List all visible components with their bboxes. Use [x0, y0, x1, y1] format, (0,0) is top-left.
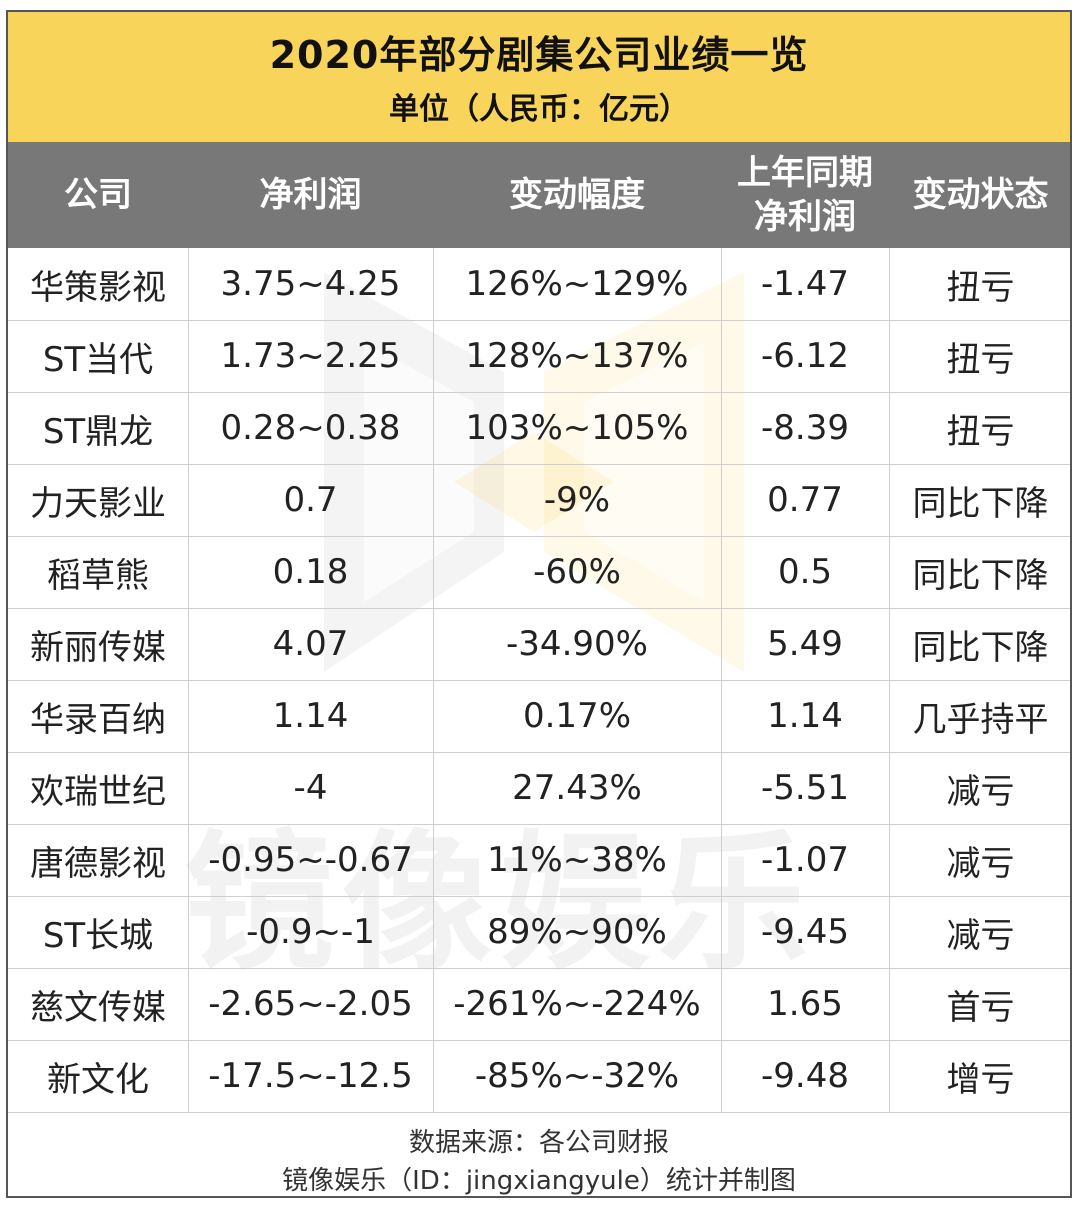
cell-net-profit: -2.65~-2.05: [208, 984, 413, 1024]
cell-status: 扭亏: [946, 267, 1015, 308]
header-company: 公司: [64, 175, 132, 215]
cell-net-profit: 1.14: [272, 696, 349, 736]
cell-prev-profit: -9.45: [761, 912, 849, 952]
cell-status: 扭亏: [946, 339, 1015, 380]
cell-prev-profit: -9.48: [761, 1056, 849, 1096]
header-status: 变动状态: [912, 175, 1049, 215]
title-block: 2020年部分剧集公司业绩一览 单位（人民币：亿元）: [8, 12, 1070, 142]
header-change-range: 变动幅度: [509, 175, 645, 215]
header-prev-profit-line1: 上年同期: [737, 153, 873, 193]
cell-prev-profit: -1.07: [761, 840, 849, 880]
table-row: ST当代 1.73~2.25 128%~137% -6.12 扭亏: [8, 320, 1070, 393]
cell-prev-profit: -8.39: [761, 408, 849, 448]
cell-status: 同比下降: [912, 555, 1049, 596]
cell-change-range: 27.43%: [512, 768, 642, 808]
table-row: 力天影业 0.7 -9% 0.77 同比下降: [8, 464, 1070, 537]
table-row: ST鼎龙 0.28~0.38 103%~105% -8.39 扭亏: [8, 392, 1070, 465]
column-divider: [889, 248, 890, 1112]
table-row: 稻草熊 0.18 -60% 0.5 同比下降: [8, 536, 1070, 609]
cell-status: 减亏: [946, 843, 1015, 884]
cell-company: 华策影视: [30, 267, 166, 308]
table-footer: 数据来源：各公司财报 镜像娱乐（ID：jingxiangyule）统计并制图: [8, 1112, 1070, 1198]
column-divider: [721, 248, 722, 1112]
cell-change-range: -261%~-224%: [453, 984, 701, 1024]
cell-company: ST当代: [42, 339, 154, 380]
cell-change-range: 128%~137%: [465, 336, 689, 376]
cell-net-profit: 3.75~4.25: [220, 264, 401, 304]
cell-prev-profit: 1.14: [767, 696, 843, 736]
cell-company: 慈文传媒: [30, 987, 166, 1028]
table-row: 新文化 -17.5~-12.5 -85%~-32% -9.48 增亏: [8, 1040, 1070, 1113]
cell-prev-profit: -6.12: [761, 336, 849, 376]
table-row: 唐德影视 -0.95~-0.67 11%~38% -1.07 减亏: [8, 824, 1070, 897]
cell-change-range: 11%~38%: [487, 840, 667, 880]
cell-company: ST长城: [42, 915, 154, 956]
cell-status: 几乎持平: [912, 699, 1049, 740]
cell-prev-profit: -1.47: [761, 264, 849, 304]
table-row: 华策影视 3.75~4.25 126%~129% -1.47 扭亏: [8, 248, 1070, 321]
cell-net-profit: -4: [293, 768, 328, 808]
cell-net-profit: 0.7: [283, 480, 338, 520]
cell-net-profit: -0.95~-0.67: [208, 840, 413, 880]
cell-status: 增亏: [946, 1059, 1015, 1100]
header-net-profit: 净利润: [259, 175, 362, 215]
cell-change-range: 0.17%: [522, 696, 631, 736]
page-title: 2020年部分剧集公司业绩一览: [269, 33, 809, 77]
cell-company: 华录百纳: [30, 699, 166, 740]
cell-change-range: 126%~129%: [465, 264, 689, 304]
cell-status: 同比下降: [912, 627, 1049, 668]
cell-prev-profit: -5.51: [761, 768, 849, 808]
unit-subtitle: 单位（人民币：亿元）: [389, 92, 689, 127]
cell-net-profit: 0.28~0.38: [220, 408, 401, 448]
cell-company: 新文化: [47, 1059, 149, 1100]
cell-net-profit: 4.07: [272, 624, 349, 664]
cell-change-range: 103%~105%: [465, 408, 689, 448]
table-row: 新丽传媒 4.07 -34.90% 5.49 同比下降: [8, 608, 1070, 681]
cell-prev-profit: 0.5: [777, 552, 833, 592]
cell-status: 减亏: [946, 915, 1015, 956]
cell-company: 欢瑞世纪: [30, 771, 166, 812]
cell-change-range: 89%~90%: [487, 912, 667, 952]
cell-company: 稻草熊: [47, 555, 149, 596]
cell-status: 首亏: [946, 987, 1015, 1028]
cell-prev-profit: 0.77: [767, 480, 843, 520]
table-row: 华录百纳 1.14 0.17% 1.14 几乎持平: [8, 680, 1070, 753]
cell-net-profit: -17.5~-12.5: [208, 1056, 413, 1096]
credit-note: 镜像娱乐（ID：jingxiangyule）统计并制图: [282, 1166, 796, 1196]
cell-company: ST鼎龙: [42, 411, 154, 452]
cell-prev-profit: 5.49: [767, 624, 843, 664]
table-row: 欢瑞世纪 -4 27.43% -5.51 减亏: [8, 752, 1070, 825]
table-header-row: 公司 净利润 变动幅度 上年同期 净利润 变动状态: [8, 142, 1070, 248]
cell-net-profit: -0.9~-1: [246, 912, 375, 952]
header-prev-profit: 上年同期 净利润: [721, 142, 889, 248]
cell-status: 扭亏: [946, 411, 1015, 452]
cell-change-range: -9%: [543, 480, 611, 520]
cell-prev-profit: 1.65: [767, 984, 843, 1024]
table-frame: 2020年部分剧集公司业绩一览 单位（人民币：亿元） 公司 净利润 变动幅度 上…: [6, 10, 1072, 1198]
cell-company: 新丽传媒: [30, 627, 166, 668]
cell-net-profit: 0.18: [272, 552, 349, 592]
table-row: 慈文传媒 -2.65~-2.05 -261%~-224% 1.65 首亏: [8, 968, 1070, 1041]
table-row: ST长城 -0.9~-1 89%~90% -9.45 减亏: [8, 896, 1070, 969]
cell-company: 唐德影视: [30, 843, 166, 884]
cell-net-profit: 1.73~2.25: [220, 336, 401, 376]
cell-status: 减亏: [946, 771, 1015, 812]
cell-change-range: -34.90%: [506, 624, 648, 664]
cell-change-range: -60%: [533, 552, 621, 592]
column-divider: [188, 248, 189, 1112]
data-source-note: 数据来源：各公司财报: [408, 1128, 669, 1158]
cell-status: 同比下降: [912, 483, 1049, 524]
cell-company: 力天影业: [30, 483, 166, 524]
cell-change-range: -85%~-32%: [474, 1056, 680, 1096]
header-prev-profit-line2: 净利润: [754, 197, 856, 237]
right-edge: [1072, 10, 1080, 1198]
column-divider: [433, 248, 434, 1112]
